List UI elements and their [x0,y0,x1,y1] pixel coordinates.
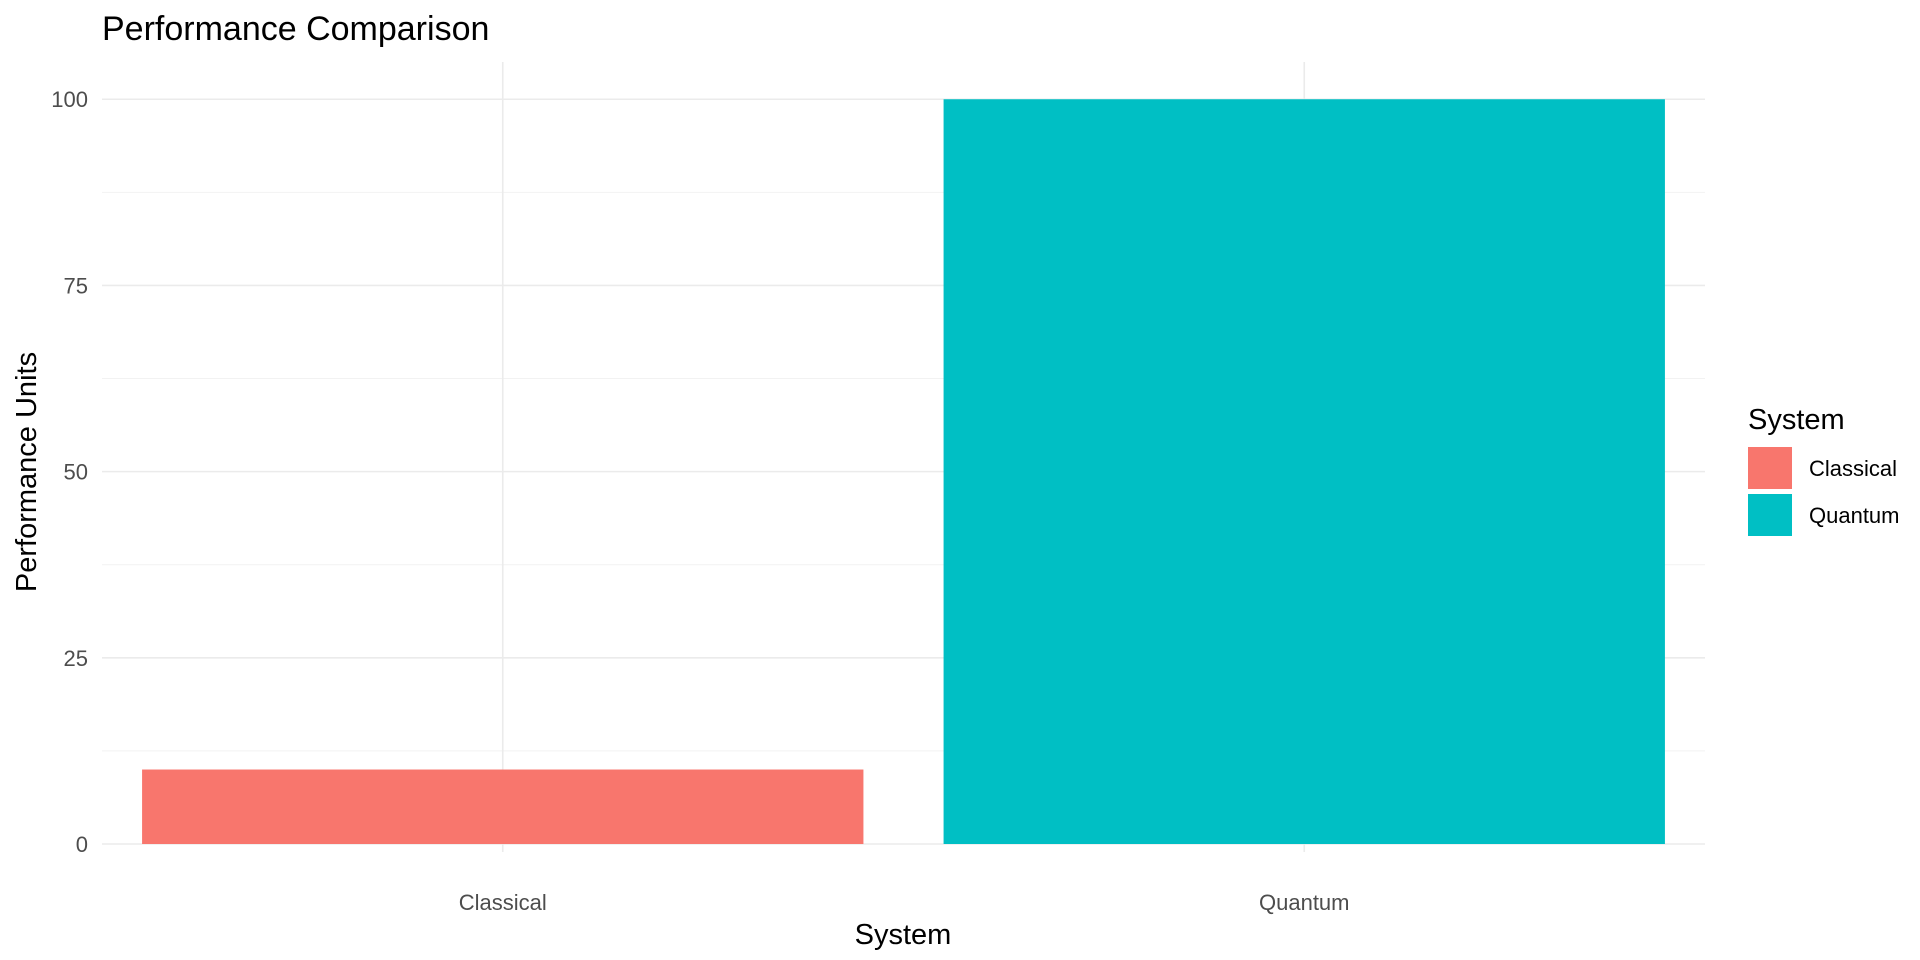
x-axis-title: System [855,919,952,951]
legend-label-classical: Classical [1809,456,1897,481]
y-axis-tick-labels: 0 25 50 75 100 [51,87,88,857]
x-tick-label: Classical [459,890,547,915]
y-tick-label: 0 [76,832,88,857]
legend: System Classical Quantum [1748,404,1900,536]
chart-title: Performance Comparison [102,10,489,48]
x-tick-label: Quantum [1259,890,1350,915]
legend-label-quantum: Quantum [1809,503,1900,528]
y-tick-label: 25 [64,646,88,671]
bar-quantum [943,99,1665,844]
y-tick-label: 50 [64,460,88,485]
y-tick-label: 100 [51,87,88,112]
x-axis-tick-labels: Classical Quantum [459,890,1350,915]
bars [142,99,1665,844]
legend-key-quantum [1748,494,1792,536]
legend-items: Classical Quantum [1748,447,1900,536]
bar-classical [142,769,864,844]
legend-key-classical [1748,447,1792,489]
y-axis-title: Performance Units [11,352,43,592]
y-tick-label: 75 [64,273,88,298]
legend-title: System [1748,404,1845,436]
